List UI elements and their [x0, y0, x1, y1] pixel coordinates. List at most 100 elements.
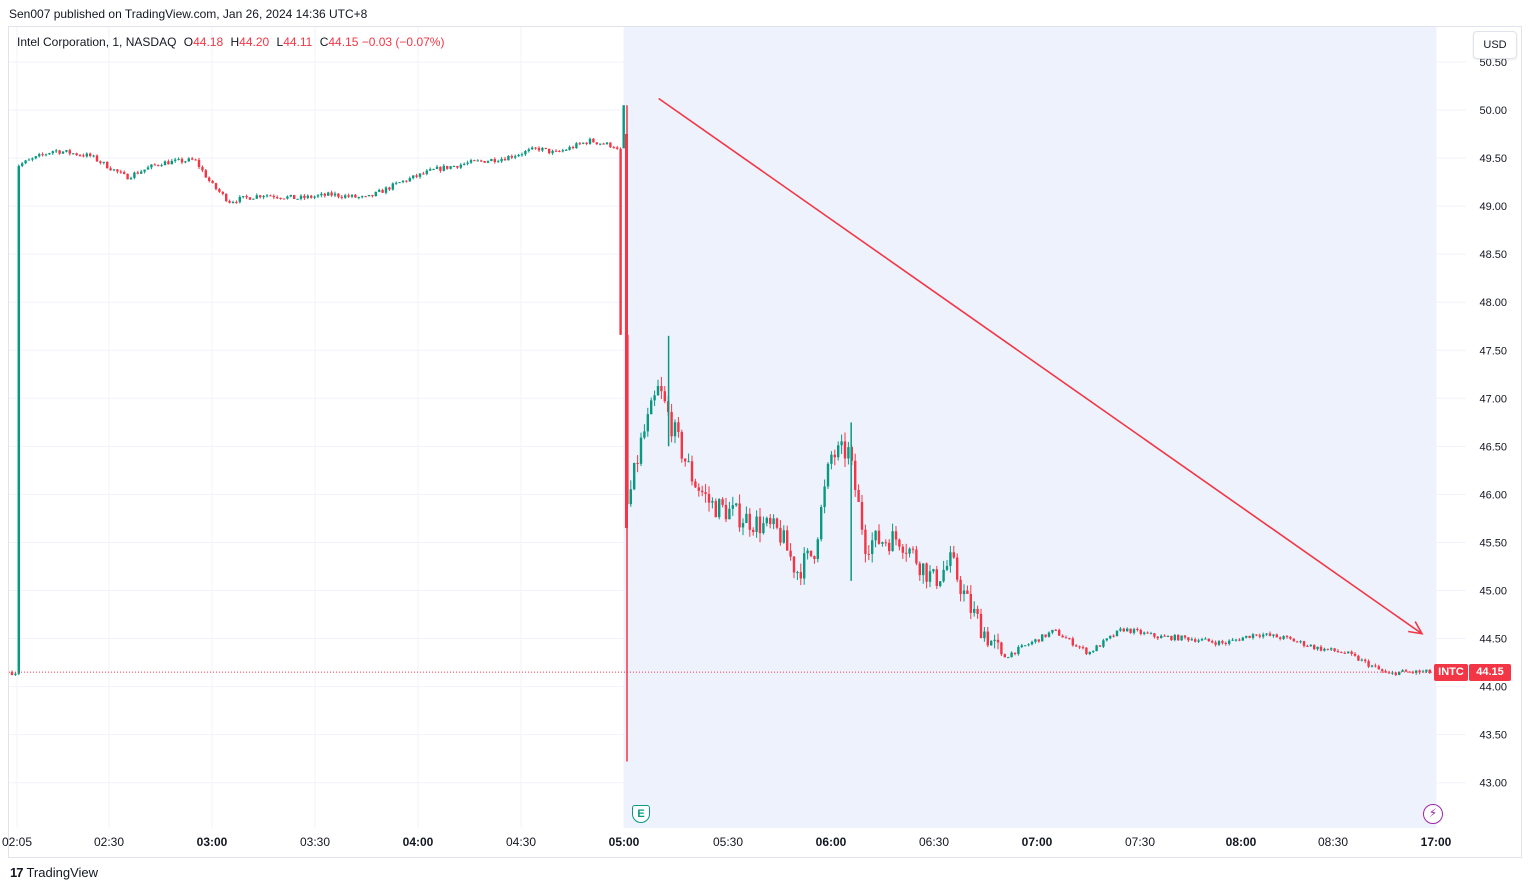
earnings-badge[interactable]: E	[632, 805, 650, 823]
candle-body	[99, 161, 102, 163]
candle-body	[252, 198, 255, 200]
tradingview-mark-icon: 17	[10, 865, 24, 880]
candle-body	[748, 513, 751, 530]
x-tick-label: 07:30	[1125, 835, 1155, 849]
candle-body	[643, 431, 646, 438]
candle-body	[1418, 670, 1421, 673]
change-value: −0.03 (−0.07%)	[361, 35, 445, 49]
candle-body	[721, 499, 724, 505]
candle-body	[571, 146, 575, 149]
candle-body	[1010, 652, 1013, 658]
candle-body	[384, 187, 388, 193]
candle-body	[1081, 647, 1085, 649]
candle-body	[58, 150, 61, 154]
chart-frame	[8, 26, 1522, 858]
x-tick-label: 08:30	[1318, 835, 1348, 849]
currency-button[interactable]: USD	[1473, 31, 1517, 59]
candle-body	[446, 165, 449, 169]
candle-body	[55, 150, 58, 152]
candle-body	[714, 501, 717, 518]
candle-body	[1030, 641, 1034, 645]
x-tick-label: 03:00	[197, 835, 228, 849]
candle-body	[238, 196, 241, 203]
candle-body	[575, 143, 578, 149]
candle-body	[95, 155, 99, 162]
candle-body	[915, 549, 918, 564]
candle-body	[874, 530, 877, 541]
candle-body	[1054, 629, 1057, 631]
candle-body	[1085, 647, 1088, 655]
candle-body	[1007, 657, 1010, 659]
candle-body	[1398, 671, 1401, 675]
candle-body	[1163, 635, 1166, 637]
candle-body	[979, 613, 983, 639]
candle-body	[534, 147, 537, 149]
candle-body	[303, 195, 306, 199]
candle-body	[452, 165, 456, 167]
candle-body	[276, 197, 279, 199]
candle-body	[1241, 637, 1244, 641]
candle-body	[429, 169, 432, 171]
candle-body	[228, 201, 231, 203]
candle-body	[973, 608, 976, 613]
candle-body	[425, 170, 428, 174]
candle-body	[826, 463, 830, 487]
y-tick-label: 46.50	[1479, 441, 1507, 453]
candle-body	[480, 160, 483, 162]
candle-body	[1353, 653, 1357, 656]
candle-body	[758, 516, 762, 534]
candle-body	[1156, 636, 1159, 639]
x-tick-label: 05:30	[713, 835, 743, 849]
candle-body	[1200, 639, 1204, 641]
candle-body	[993, 639, 996, 641]
candle-body	[412, 175, 415, 179]
candle-body	[1285, 636, 1289, 638]
open-label: O	[183, 35, 194, 49]
candle-body	[1129, 628, 1132, 633]
candle-body	[401, 180, 405, 183]
candle-body	[843, 441, 847, 459]
candle-body	[259, 195, 262, 198]
candle-body	[21, 163, 24, 166]
candle-body	[1132, 629, 1136, 633]
y-tick-label: 49.00	[1479, 201, 1507, 213]
candle-body	[316, 195, 320, 197]
low-value: 44.11	[283, 35, 313, 49]
candle-body	[697, 487, 700, 491]
candle-body	[837, 445, 840, 458]
candle-body	[636, 462, 639, 464]
candle-body	[116, 169, 119, 172]
candle-body	[197, 159, 201, 168]
candle-body	[1367, 661, 1370, 667]
candle-body	[1234, 639, 1238, 641]
y-tick-label: 47.50	[1479, 345, 1507, 357]
x-tick-label: 02:30	[94, 835, 124, 849]
candle-body	[949, 552, 952, 566]
symbol-name[interactable]: Intel Corporation, 1, NASDAQ	[17, 35, 177, 49]
candle-body	[680, 431, 683, 459]
candle-body	[1064, 637, 1068, 639]
candle-body	[1377, 666, 1380, 670]
candle-body	[1313, 645, 1316, 650]
y-tick-label: 50.50	[1479, 57, 1507, 69]
candle-body	[711, 501, 714, 503]
candle-body	[1041, 634, 1044, 642]
candle-body	[779, 527, 782, 543]
candle-body	[119, 171, 122, 173]
candle-body	[854, 460, 857, 490]
candle-body	[752, 529, 755, 532]
candle-body	[585, 142, 588, 144]
candle-body	[208, 177, 211, 181]
candle-body	[537, 148, 541, 151]
candle-body	[102, 161, 105, 163]
candle-body	[432, 168, 435, 170]
candle-body	[136, 172, 139, 174]
candle-body	[1194, 639, 1197, 642]
candle-body	[568, 146, 571, 150]
y-tick-label: 44.50	[1479, 634, 1507, 646]
candle-body	[860, 501, 864, 530]
candle-body	[588, 138, 592, 144]
event-bolt-icon[interactable]: ⚡	[1423, 804, 1443, 824]
tradingview-logo[interactable]: 17 TradingView	[10, 865, 98, 880]
